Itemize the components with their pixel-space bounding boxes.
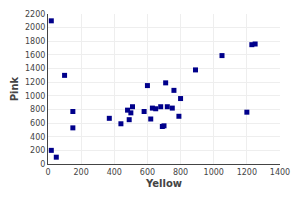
- svg-text:1000: 1000: [25, 92, 45, 101]
- svg-text:2000: 2000: [25, 23, 45, 32]
- svg-text:0: 0: [45, 168, 50, 177]
- svg-text:600: 600: [30, 119, 45, 128]
- svg-text:800: 800: [30, 105, 45, 114]
- svg-text:400: 400: [30, 133, 45, 142]
- svg-text:400: 400: [107, 168, 122, 177]
- svg-text:1200: 1200: [25, 78, 45, 87]
- svg-text:1800: 1800: [25, 37, 45, 46]
- svg-text:1200: 1200: [237, 168, 257, 177]
- svg-text:600: 600: [140, 168, 155, 177]
- svg-text:2200: 2200: [25, 10, 45, 19]
- svg-text:1400: 1400: [25, 64, 45, 73]
- svg-text:1000: 1000: [204, 168, 224, 177]
- svg-text:Yellow: Yellow: [145, 178, 182, 189]
- svg-text:800: 800: [173, 168, 188, 177]
- svg-text:1600: 1600: [25, 51, 45, 60]
- svg-text:0: 0: [40, 160, 45, 169]
- svg-text:200: 200: [73, 168, 88, 177]
- svg-text:200: 200: [30, 146, 45, 155]
- svg-text:1400: 1400: [270, 168, 290, 177]
- svg-text:Pink: Pink: [9, 76, 20, 101]
